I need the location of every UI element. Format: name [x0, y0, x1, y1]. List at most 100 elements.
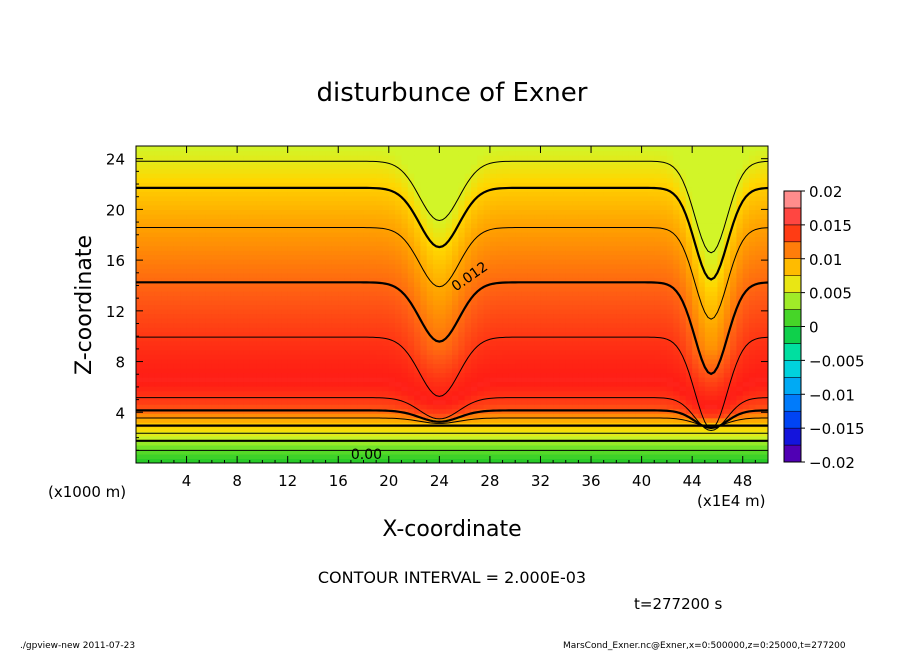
- heatmap-cell: [395, 295, 403, 301]
- heatmap-cell: [502, 426, 510, 432]
- heatmap-cell: [142, 444, 150, 451]
- heatmap-cell: [711, 250, 719, 256]
- heatmap-cell: [711, 331, 719, 337]
- heatmap-cell: [679, 322, 687, 328]
- heatmap-cell: [458, 236, 466, 242]
- heatmap-cell: [376, 399, 384, 405]
- heatmap-cell: [256, 376, 263, 383]
- heatmap-cell: [294, 263, 301, 269]
- heatmap-cell: [654, 413, 662, 419]
- heatmap-cell: [553, 458, 561, 463]
- heatmap-cell: [603, 363, 611, 369]
- heatmap-cell: [483, 254, 491, 260]
- heatmap-cell: [641, 245, 649, 251]
- heatmap-cell: [534, 458, 542, 463]
- heatmap-cell: [199, 349, 207, 355]
- heatmap-cell: [186, 290, 194, 297]
- heatmap-cell: [527, 268, 535, 274]
- heatmap-cell: [300, 340, 308, 346]
- heatmap-cell: [357, 449, 365, 455]
- heatmap-cell: [186, 313, 194, 319]
- heatmap-cell: [635, 440, 643, 446]
- heatmap-cell: [300, 449, 308, 455]
- heatmap-cell: [635, 376, 643, 383]
- heatmap-cell: [319, 386, 327, 392]
- heatmap-cell: [331, 404, 339, 410]
- heatmap-cell: [350, 290, 358, 297]
- heatmap-cell: [218, 295, 226, 301]
- heatmap-cell: [723, 449, 731, 455]
- heatmap-cell: [306, 245, 314, 251]
- heatmap-cell: [319, 426, 327, 432]
- heatmap-cell: [464, 440, 472, 446]
- heatmap-cell: [262, 236, 270, 242]
- heatmap-cell: [553, 413, 561, 419]
- heatmap-cell: [698, 444, 706, 451]
- heatmap-cell: [749, 281, 756, 287]
- heatmap-cell: [591, 458, 598, 463]
- heatmap-cell: [319, 327, 327, 333]
- heatmap-cell: [249, 290, 257, 297]
- heatmap-cell: [350, 309, 358, 315]
- heatmap-cell: [249, 322, 257, 328]
- heatmap-cell: [559, 372, 567, 378]
- heatmap-cell: [666, 299, 674, 306]
- heatmap-cell: [515, 259, 523, 265]
- heatmap-cell: [173, 304, 181, 310]
- heatmap-cell: [723, 236, 731, 242]
- heatmap-cell: [723, 268, 731, 274]
- heatmap-cell: [527, 286, 535, 292]
- heatmap-cell: [470, 372, 478, 378]
- heatmap-cell: [268, 268, 276, 274]
- heatmap-cell: [199, 435, 207, 441]
- heatmap-cell: [433, 331, 440, 337]
- heatmap-cell: [578, 336, 586, 342]
- heatmap-cell: [540, 322, 548, 328]
- heatmap-cell: [572, 386, 579, 392]
- heatmap-cell: [508, 381, 516, 387]
- heatmap-cell: [325, 327, 333, 333]
- heatmap-cell: [477, 349, 485, 355]
- heatmap-cell: [534, 449, 542, 455]
- heatmap-cell: [167, 286, 175, 292]
- heatmap-cell: [300, 399, 308, 405]
- heatmap-cell: [584, 449, 592, 455]
- heatmap-cell: [376, 313, 384, 319]
- heatmap-cell: [312, 376, 320, 383]
- heatmap-cell: [230, 318, 238, 324]
- heatmap-cell: [338, 299, 346, 306]
- heatmap-cell: [344, 236, 352, 242]
- heatmap-cell: [698, 404, 706, 410]
- heatmap-cell: [508, 250, 516, 256]
- heatmap-cell: [218, 399, 226, 405]
- heatmap-cell: [546, 313, 554, 319]
- heatmap-cell: [325, 259, 333, 265]
- heatmap-cell: [452, 440, 459, 446]
- heatmap-cell: [654, 376, 662, 383]
- heatmap-cell: [256, 426, 263, 432]
- heatmap-cell: [464, 254, 472, 260]
- heatmap-cell: [641, 304, 649, 310]
- heatmap-cell: [414, 345, 421, 351]
- heatmap-cell: [319, 322, 327, 328]
- heatmap-cell: [458, 426, 466, 432]
- heatmap-cell: [268, 245, 276, 251]
- heatmap-cell: [350, 435, 358, 441]
- heatmap-cell: [262, 444, 270, 451]
- heatmap-cell: [312, 304, 320, 310]
- heatmap-cell: [540, 277, 548, 283]
- heatmap-cell: [300, 263, 308, 269]
- heatmap-cell: [736, 381, 744, 387]
- heatmap-cell: [540, 281, 548, 287]
- heatmap-cell: [641, 313, 649, 319]
- heatmap-cell: [369, 281, 377, 287]
- heatmap-cell: [540, 299, 548, 306]
- heatmap-cell: [363, 367, 371, 374]
- heatmap-cell: [243, 281, 251, 287]
- heatmap-cell: [679, 458, 687, 463]
- heatmap-cell: [376, 340, 384, 346]
- heatmap-cell: [363, 277, 371, 283]
- heatmap-cell: [281, 358, 289, 364]
- heatmap-cell: [666, 435, 674, 441]
- heatmap-cell: [622, 431, 630, 437]
